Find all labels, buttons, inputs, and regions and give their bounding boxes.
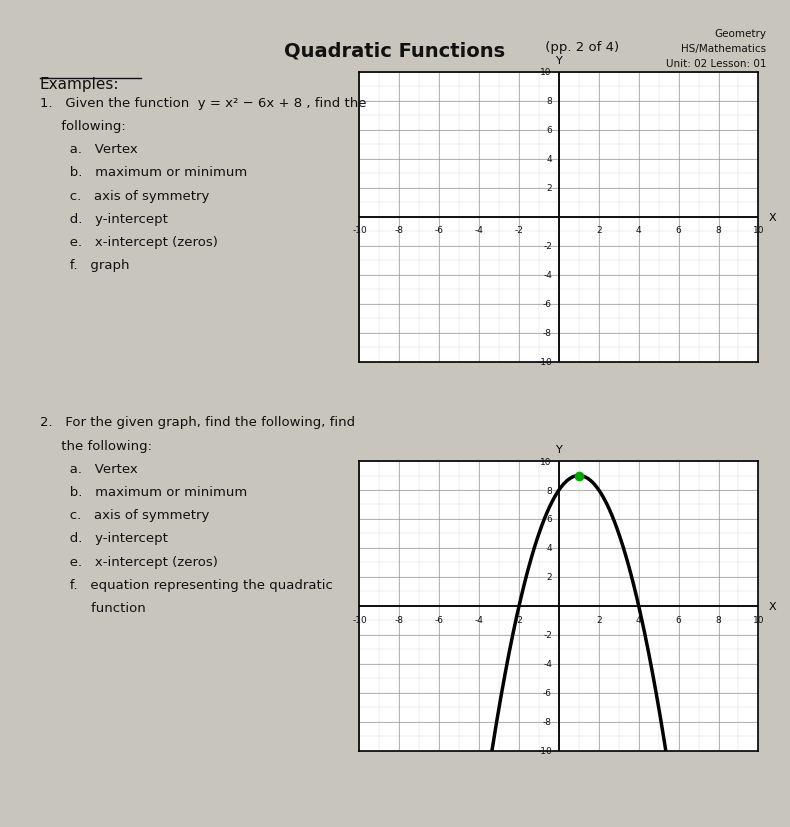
Text: 4: 4 bbox=[547, 544, 552, 552]
Text: 10: 10 bbox=[753, 615, 764, 624]
Text: e.   x-intercept (zeros): e. x-intercept (zeros) bbox=[40, 555, 217, 568]
Text: 8: 8 bbox=[716, 615, 721, 624]
Text: -4: -4 bbox=[475, 615, 483, 624]
Text: a.   Vertex: a. Vertex bbox=[40, 462, 137, 476]
Text: -6: -6 bbox=[435, 615, 444, 624]
Text: 2: 2 bbox=[596, 615, 602, 624]
Text: Geometry: Geometry bbox=[714, 29, 766, 39]
Text: a.   Vertex: a. Vertex bbox=[40, 143, 137, 156]
Text: -2: -2 bbox=[543, 631, 552, 639]
Text: 6: 6 bbox=[675, 615, 682, 624]
Text: 2: 2 bbox=[547, 573, 552, 581]
Text: f.   equation representing the quadratic: f. equation representing the quadratic bbox=[40, 578, 333, 591]
Text: f.   graph: f. graph bbox=[40, 259, 129, 272]
Text: 4: 4 bbox=[636, 226, 641, 235]
Text: (pp. 2 of 4): (pp. 2 of 4) bbox=[541, 41, 619, 55]
Text: -8: -8 bbox=[395, 615, 404, 624]
Text: -10: -10 bbox=[352, 226, 367, 235]
Text: -4: -4 bbox=[475, 226, 483, 235]
Text: 2.   For the given graph, find the following, find: 2. For the given graph, find the followi… bbox=[40, 416, 355, 429]
Text: following:: following: bbox=[40, 120, 126, 133]
Text: 4: 4 bbox=[547, 155, 552, 164]
Text: -6: -6 bbox=[435, 226, 444, 235]
Text: -10: -10 bbox=[537, 358, 552, 366]
Text: 10: 10 bbox=[540, 457, 552, 466]
Text: 2: 2 bbox=[596, 226, 602, 235]
Text: 6: 6 bbox=[675, 226, 682, 235]
Text: Y: Y bbox=[555, 444, 562, 454]
Text: c.   axis of symmetry: c. axis of symmetry bbox=[40, 509, 209, 522]
Text: X: X bbox=[769, 213, 776, 222]
Text: function: function bbox=[40, 601, 145, 614]
Text: -10: -10 bbox=[352, 615, 367, 624]
Text: d.   y-intercept: d. y-intercept bbox=[40, 532, 167, 545]
Text: b.   maximum or minimum: b. maximum or minimum bbox=[40, 166, 246, 179]
Text: X: X bbox=[769, 601, 776, 611]
Text: -2: -2 bbox=[543, 242, 552, 251]
Text: -4: -4 bbox=[543, 271, 552, 280]
Text: -6: -6 bbox=[543, 689, 552, 697]
Text: b.   maximum or minimum: b. maximum or minimum bbox=[40, 485, 246, 499]
Text: -4: -4 bbox=[543, 660, 552, 668]
Text: Quadratic Functions: Quadratic Functions bbox=[284, 41, 506, 60]
Text: Unit: 02 Lesson: 01: Unit: 02 Lesson: 01 bbox=[666, 59, 766, 69]
Text: 2: 2 bbox=[547, 184, 552, 193]
Text: 1.   Given the function  y = x² − 6x + 8 , find the: 1. Given the function y = x² − 6x + 8 , … bbox=[40, 97, 366, 110]
Text: -8: -8 bbox=[543, 329, 552, 337]
Text: 10: 10 bbox=[540, 69, 552, 77]
Text: 8: 8 bbox=[546, 98, 552, 106]
Text: -6: -6 bbox=[543, 300, 552, 308]
Text: 10: 10 bbox=[753, 226, 764, 235]
Text: 8: 8 bbox=[716, 226, 721, 235]
Text: 8: 8 bbox=[546, 486, 552, 495]
Text: -8: -8 bbox=[543, 718, 552, 726]
Text: Y: Y bbox=[555, 55, 562, 65]
Text: -2: -2 bbox=[514, 226, 524, 235]
Text: d.   y-intercept: d. y-intercept bbox=[40, 213, 167, 226]
Text: 6: 6 bbox=[546, 127, 552, 135]
Text: Examples:: Examples: bbox=[40, 77, 119, 92]
Text: c.   axis of symmetry: c. axis of symmetry bbox=[40, 189, 209, 203]
Text: HS/Mathematics: HS/Mathematics bbox=[681, 44, 766, 54]
Text: e.   x-intercept (zeros): e. x-intercept (zeros) bbox=[40, 236, 217, 249]
Text: -10: -10 bbox=[537, 747, 552, 755]
Text: the following:: the following: bbox=[40, 439, 152, 452]
Text: 4: 4 bbox=[636, 615, 641, 624]
Text: -2: -2 bbox=[514, 615, 524, 624]
Text: 6: 6 bbox=[546, 515, 552, 523]
Text: -8: -8 bbox=[395, 226, 404, 235]
